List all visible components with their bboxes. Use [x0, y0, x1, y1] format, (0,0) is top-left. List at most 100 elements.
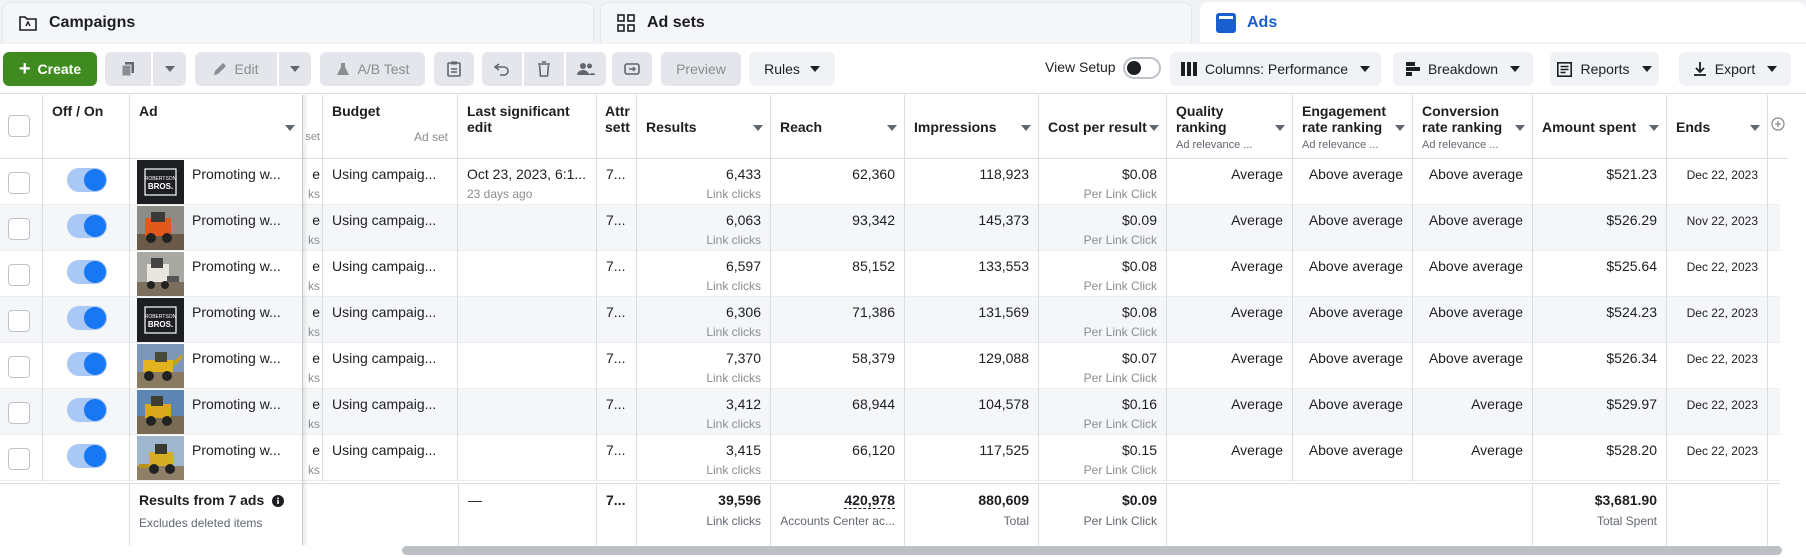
edit-cell[interactable] — [458, 205, 597, 251]
rules-button[interactable]: Rules — [749, 52, 835, 86]
ad-name[interactable]: Promoting w... — [192, 396, 281, 412]
edit-cell[interactable]: Oct 23, 2023, 6:1... 23 days ago — [458, 159, 597, 205]
view-setup-toggle[interactable] — [1123, 57, 1161, 79]
summary-spacer — [303, 484, 458, 546]
preview-toggle-button[interactable] — [612, 52, 652, 86]
add-column[interactable] — [1768, 95, 1788, 159]
budget-cell[interactable]: Using campaig... — [323, 435, 458, 481]
ad-on-off-toggle[interactable] — [67, 260, 107, 284]
tab-campaigns[interactable]: Campaigns — [2, 2, 594, 42]
tab-ad-sets[interactable]: Ad sets — [600, 2, 1192, 42]
ends-cell: Dec 22, 2023 — [1667, 251, 1768, 297]
budget-cell[interactable]: Using campaig... — [323, 389, 458, 435]
ad-name[interactable]: Promoting w... — [192, 350, 281, 366]
info-icon[interactable] — [272, 494, 285, 510]
header-amount-spent[interactable]: Amount spent — [1533, 95, 1667, 159]
duplicate-dropdown[interactable] — [153, 52, 186, 86]
edit-cell[interactable] — [458, 343, 597, 389]
header-reach[interactable]: Reach — [771, 95, 905, 159]
ad-on-off-toggle[interactable] — [67, 168, 107, 192]
chevron-down-icon — [1510, 66, 1521, 72]
header-impressions[interactable]: Impressions — [905, 95, 1039, 159]
budget-cell[interactable]: Using campaig... — [323, 205, 458, 251]
cost-cell: $0.08 Per Link Click — [1039, 251, 1167, 297]
duplicate-button[interactable] — [105, 52, 151, 86]
ad-name[interactable]: Promoting w... — [192, 258, 281, 274]
header-cost-per-result[interactable]: Cost per result — [1039, 95, 1167, 159]
table-row[interactable]: ROBERTSON BROS. Promoting w... e ks Using cam… — [0, 159, 1780, 205]
delete-button[interactable] — [524, 52, 564, 86]
header-engagement-rate-ranking[interactable]: Engagement rate ranking Ad relevance ... — [1293, 95, 1413, 159]
ad-on-off-toggle[interactable] — [67, 444, 107, 468]
undo-button[interactable] — [482, 52, 522, 86]
ad-thumbnail — [137, 436, 184, 480]
ad-on-off-toggle[interactable] — [67, 398, 107, 422]
row-checkbox[interactable] — [8, 402, 30, 424]
breakdown-button[interactable]: Breakdown — [1393, 52, 1533, 86]
export-button[interactable]: Export — [1679, 52, 1791, 86]
header-attribution[interactable]: Attr sett — [597, 95, 637, 159]
horizontal-scrollbar[interactable] — [402, 546, 1782, 555]
row-checkbox[interactable] — [8, 172, 30, 194]
table-row[interactable]: Promoting w... e ks Using campaig... 7... 6,5… — [0, 251, 1780, 297]
tab-ads[interactable]: Ads — [1200, 2, 1806, 42]
ends-cell: Dec 22, 2023 — [1667, 297, 1768, 343]
chevron-down-icon — [290, 66, 300, 72]
ad-on-off-toggle[interactable] — [67, 214, 107, 238]
header-results[interactable]: Results — [637, 95, 771, 159]
ad-name[interactable]: Promoting w... — [192, 442, 281, 458]
create-button[interactable]: + Create — [3, 52, 97, 86]
edit-cell[interactable] — [458, 389, 597, 435]
row-checkbox[interactable] — [8, 218, 30, 240]
budget-cell[interactable]: Using campaig... — [323, 297, 458, 343]
row-checkbox[interactable] — [8, 264, 30, 286]
summary-reach-value[interactable]: 420,978 — [844, 492, 895, 509]
ends-value: Dec 22, 2023 — [1686, 352, 1758, 366]
ad-name-cell[interactable]: ROBERTSON BROS. Promoting w... — [130, 159, 303, 205]
ad-on-off-toggle[interactable] — [67, 352, 107, 376]
ad-name[interactable]: Promoting w... — [192, 304, 281, 320]
header-conversion-rate-ranking[interactable]: Conversion rate ranking Ad relevance ... — [1413, 95, 1533, 159]
header-budget[interactable]: Budget Ad set — [323, 95, 458, 159]
edit-cell[interactable] — [458, 251, 597, 297]
ad-name[interactable]: Promoting w... — [192, 166, 281, 182]
ad-name-cell[interactable]: Promoting w... — [130, 205, 303, 251]
header-off-on[interactable]: Off / On — [43, 95, 130, 159]
ad-name[interactable]: Promoting w... — [192, 212, 281, 228]
columns-button[interactable]: Columns: Performance — [1170, 52, 1381, 86]
edit-cell[interactable] — [458, 435, 597, 481]
budget-cell[interactable]: Using campaig... — [323, 343, 458, 389]
header-ends[interactable]: Ends — [1667, 95, 1768, 159]
row-checkbox[interactable] — [8, 356, 30, 378]
select-all-checkbox[interactable] — [8, 115, 30, 137]
table-row[interactable]: Promoting w... e ks Using campaig... 7... 7,3… — [0, 343, 1780, 389]
ab-test-button[interactable]: A/B Test — [320, 52, 425, 86]
header-ad[interactable]: Ad — [130, 95, 303, 159]
clipboard-button[interactable] — [434, 52, 474, 86]
reports-button[interactable]: Reports — [1550, 52, 1659, 86]
table-row[interactable]: ROBERTSON BROS. Promoting w... e ks Using cam… — [0, 297, 1780, 343]
ad-name-cell[interactable]: Promoting w... — [130, 343, 303, 389]
budget-cell[interactable]: Using campaig... — [323, 251, 458, 297]
people-button[interactable] — [566, 52, 606, 86]
header-quality-ranking[interactable]: Quality ranking Ad relevance ... — [1167, 95, 1293, 159]
cost-value: $0.07 — [1121, 350, 1157, 366]
ad-name-cell[interactable]: Promoting w... — [130, 251, 303, 297]
table-row[interactable]: Promoting w... e ks Using campaig... 7... 6,0… — [0, 205, 1780, 251]
table-row[interactable]: Promoting w... e ks Using campaig... 7... 3,4… — [0, 435, 1780, 481]
budget-cell[interactable]: Using campaig... — [323, 159, 458, 205]
table-row[interactable]: Promoting w... e ks Using campaig... 7... 3,4… — [0, 389, 1780, 435]
edit-cell[interactable] — [458, 297, 597, 343]
ad-name-cell[interactable]: ROBERTSON BROS. Promoting w... — [130, 297, 303, 343]
ad-name-cell[interactable]: Promoting w... — [130, 435, 303, 481]
download-icon — [1693, 61, 1707, 77]
header-last-significant-edit[interactable]: Last significant edit — [458, 95, 597, 159]
edit-dropdown[interactable] — [279, 52, 311, 86]
header-adset[interactable]: set — [303, 95, 323, 159]
preview-button[interactable]: Preview — [661, 52, 741, 86]
row-checkbox[interactable] — [8, 448, 30, 470]
ad-name-cell[interactable]: Promoting w... — [130, 389, 303, 435]
row-checkbox[interactable] — [8, 310, 30, 332]
ad-on-off-toggle[interactable] — [67, 306, 107, 330]
edit-button[interactable]: Edit — [195, 52, 277, 86]
